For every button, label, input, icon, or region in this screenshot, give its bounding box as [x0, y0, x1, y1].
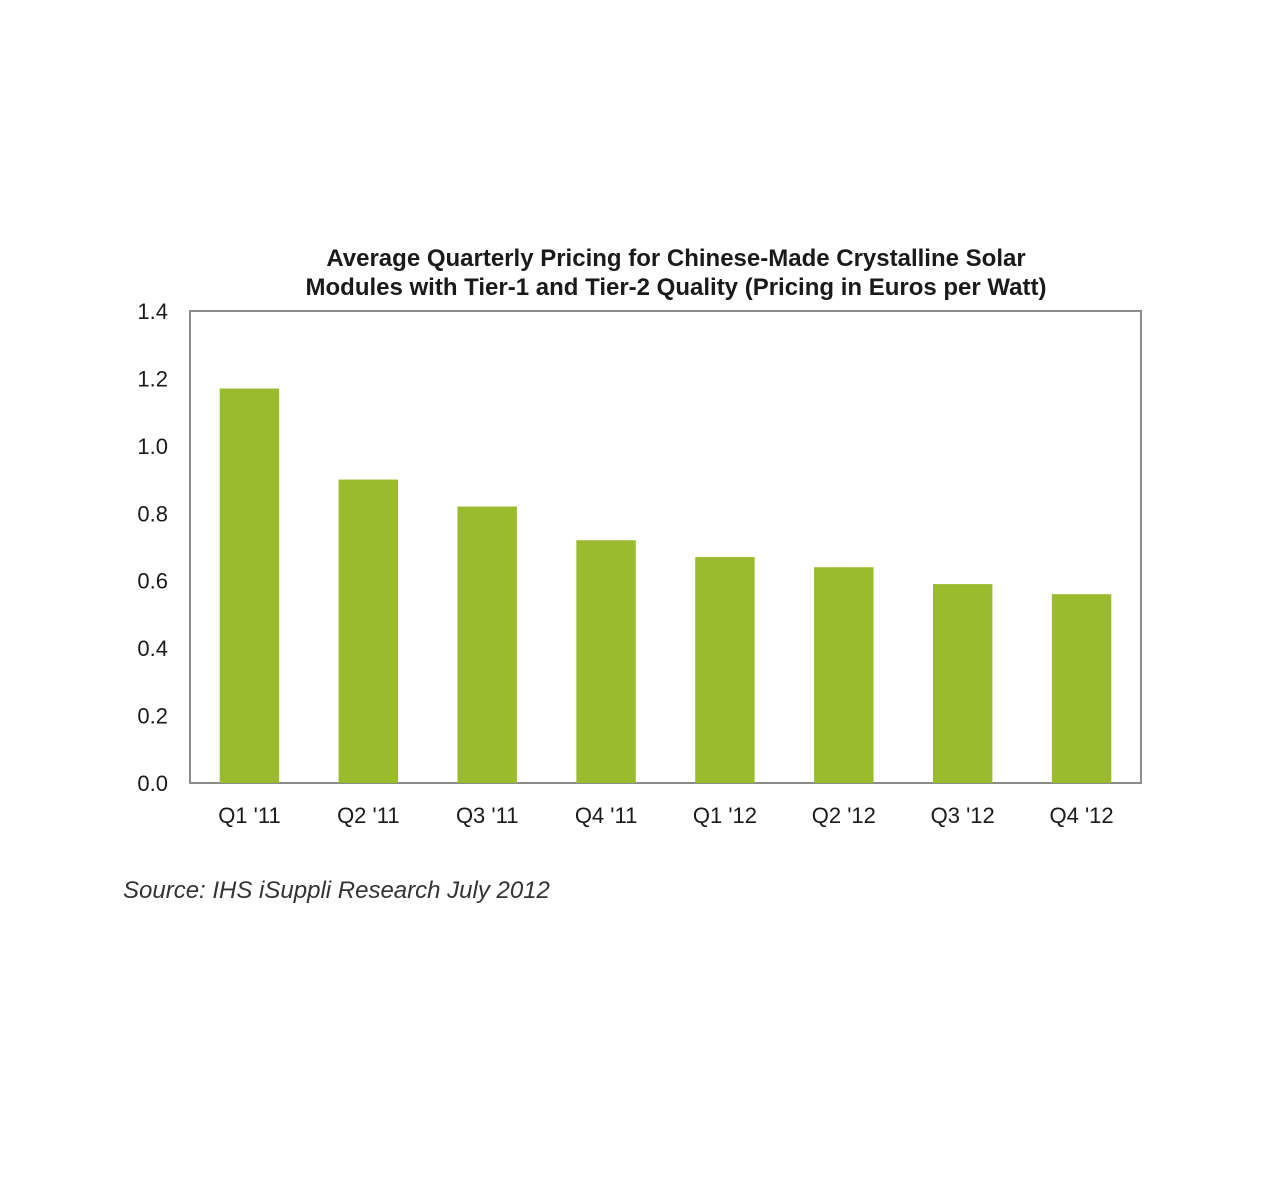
chart-title-line-2: Modules with Tier-1 and Tier-2 Quality (…	[306, 274, 1047, 301]
bars	[219, 388, 1112, 783]
x-category-label: Q4 '12	[1049, 803, 1113, 828]
x-category-label: Q3 '11	[456, 803, 519, 828]
bar	[219, 388, 280, 783]
bar	[457, 506, 517, 783]
y-tick-label: 0.8	[137, 501, 168, 526]
y-tick-label: 0.4	[137, 636, 168, 661]
bar	[695, 557, 755, 783]
y-tick-label: 0.0	[137, 771, 168, 796]
chart-title: Average Quarterly Pricing for Chinese-Ma…	[306, 245, 1047, 301]
y-tick-label: 1.0	[137, 434, 168, 459]
y-tick-label: 1.4	[137, 299, 168, 324]
x-category-label: Q2 '11	[337, 803, 400, 828]
x-category-label: Q3 '12	[931, 803, 995, 828]
bar	[932, 584, 993, 783]
y-tick-label: 0.6	[137, 569, 168, 594]
y-tick-label: 1.2	[137, 366, 168, 391]
x-category-label: Q1 '12	[693, 803, 757, 828]
y-axis-ticks: 0.0 0.2 0.4 0.6 0.8 1.0 1.2 1.4	[137, 299, 168, 796]
x-category-label: Q2 '12	[812, 803, 876, 828]
x-category-label: Q4 '11	[575, 803, 638, 828]
chart-title-line-1: Average Quarterly Pricing for Chinese-Ma…	[326, 245, 1025, 272]
bar	[338, 479, 399, 783]
source-note: Source: IHS iSuppli Research July 2012	[123, 877, 550, 904]
bar	[1051, 594, 1112, 783]
bar	[814, 567, 874, 783]
x-category-label: Q1 '11	[218, 803, 281, 828]
plot-frame	[189, 310, 1142, 784]
x-axis-labels: Q1 '11 Q2 '11 Q3 '11 Q4 '11 Q1 '12 Q2 '12 Q3 '…	[218, 803, 1113, 828]
bar	[576, 540, 636, 783]
y-tick-label: 0.2	[137, 704, 168, 729]
